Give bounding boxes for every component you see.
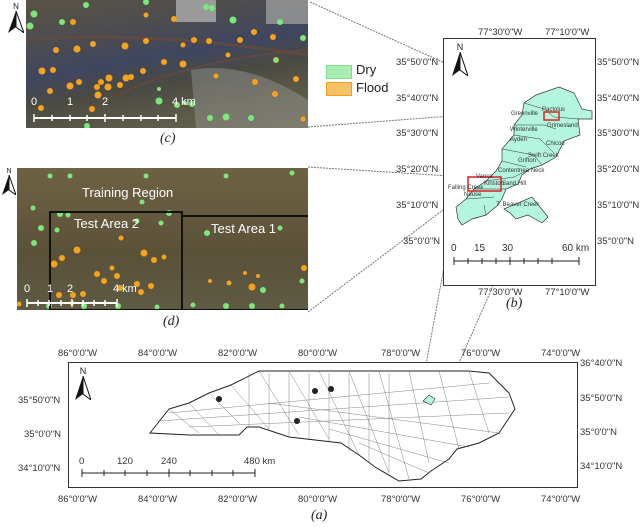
lat-tick-b-left: 35°10'0"N — [396, 200, 439, 211]
lat-tick-b-right: 35°10'0"N — [597, 200, 640, 211]
lat-tick-b-left: 35°30'0"N — [396, 128, 439, 139]
scale-label: 0 — [79, 456, 85, 467]
lon-tick-a-top: 84°0'0"W — [138, 348, 178, 359]
svg-text:Swift Creek: Swift Creek — [528, 153, 560, 159]
north-arrow-icon — [2, 175, 16, 195]
map-frame-a: N 0 120 240 480 km — [68, 362, 578, 488]
lat-tick-a-right: 35°0'0"N — [580, 427, 617, 438]
lat-tick-b-right: 35°50'0"N — [597, 57, 640, 68]
svg-text:Sand Hill: Sand Hill — [502, 181, 526, 187]
satellite-map-d: Training Region Test Area 2 Test Area 1 … — [17, 168, 308, 310]
svg-text:Falling Creek: Falling Creek — [448, 185, 484, 191]
legend-swatch-dry — [326, 65, 352, 79]
lat-tick-a-right: 34°10'0"N — [580, 461, 623, 472]
lon-tick-b-top: 77°30'0"W — [478, 27, 523, 38]
lat-tick-b-right: 35°20'0"N — [597, 164, 640, 175]
lon-tick-a-bottom: 74°0'0"W — [541, 494, 581, 505]
lon-tick-b-top: 77°10'0"W — [545, 27, 590, 38]
legend-label-flood: Flood — [356, 80, 389, 95]
lon-tick-a-top: 86°0'0"W — [58, 348, 98, 359]
north-arrow-icon — [8, 11, 24, 33]
lat-tick-a-right: 35°50'0"N — [580, 393, 623, 404]
svg-text:Grimesland: Grimesland — [547, 123, 578, 129]
svg-text:Neuse: Neuse — [464, 192, 482, 198]
north-label: N — [79, 366, 87, 376]
scale-label: 4 km — [113, 283, 137, 295]
satellite-map-c: 0 1 2 4 km — [26, 0, 308, 128]
training-region-label: Training Region — [82, 185, 174, 200]
lon-tick-a-bottom: 82°0'0"W — [218, 494, 258, 505]
scale-label: 4 km — [172, 96, 196, 108]
scale-label: 120 — [117, 456, 133, 467]
lat-tick-a-left: 35°0'0"N — [24, 429, 61, 440]
lat-tick-b-left: 35°50'0"N — [396, 57, 439, 68]
legend-swatch-flood — [326, 82, 352, 96]
lon-tick-a-bottom: 78°0'0"W — [381, 494, 421, 505]
svg-text:Greenville: Greenville — [511, 111, 539, 117]
lon-tick-a-top: 82°0'0"W — [218, 348, 258, 359]
svg-text:Winterville: Winterville — [510, 127, 538, 133]
test-area-2-label: Test Area 2 — [74, 216, 140, 231]
north-arrow-icon — [75, 376, 91, 400]
svg-text:Ayden: Ayden — [510, 137, 527, 143]
lat-tick-a-left: 35°50'0"N — [18, 395, 61, 406]
scale-label: 480 km — [244, 456, 276, 467]
svg-text:Pactolus: Pactolus — [542, 107, 565, 113]
lat-tick-a-left: 34°10'0"N — [18, 463, 61, 474]
caption-c: (c) — [160, 131, 176, 146]
scale-label: 0 — [451, 243, 457, 254]
north-arrow-c: N — [8, 2, 24, 33]
lon-tick-b-bottom: 77°30'0"W — [478, 287, 523, 298]
legend-label-dry: Dry — [356, 62, 377, 77]
scale-label: 2 — [67, 283, 74, 295]
svg-text:7. Beaver Creek: 7. Beaver Creek — [496, 202, 540, 208]
caption-b: (b) — [506, 296, 523, 311]
north-carolina-map — [81, 370, 516, 482]
svg-text:Grifton: Grifton — [518, 158, 536, 164]
north-arrow-icon — [452, 52, 468, 76]
scale-label: 1 — [47, 283, 54, 295]
north-label: N — [13, 2, 19, 11]
lon-tick-a-bottom: 86°0'0"W — [58, 494, 98, 505]
scale-label: 60 km — [562, 243, 590, 254]
test-area-1-label: Test Area 1 — [211, 221, 277, 236]
svg-text:Kinston: Kinston — [484, 181, 504, 187]
scale-label: 1 — [67, 96, 74, 108]
north-label: N — [6, 168, 12, 175]
points-d — [17, 170, 308, 310]
scale-label: 30 — [502, 243, 514, 254]
scale-label: 15 — [474, 243, 486, 254]
lat-tick-b-left: 35°0'0"N — [403, 236, 440, 247]
scale-label: 2 — [102, 96, 109, 108]
lon-tick-b-bottom: 77°10'0"W — [545, 287, 590, 298]
lon-tick-a-top: 80°0'0"W — [298, 348, 338, 359]
scale-label: 0 — [31, 96, 38, 108]
svg-text:Vance: Vance — [476, 174, 493, 180]
map-frame-b: Pactolus Greenville Grimesland Winterville… — [443, 38, 596, 286]
lon-tick-a-top: 78°0'0"W — [381, 348, 421, 359]
scale-label: 0 — [24, 283, 31, 295]
caption-a: (a) — [311, 508, 328, 523]
lon-tick-a-bottom: 76°0'0"W — [461, 494, 501, 505]
lat-tick-b-left: 35°20'0"N — [396, 164, 439, 175]
lon-tick-a-bottom: 80°0'0"W — [298, 494, 338, 505]
scale-label: 240 — [161, 456, 177, 467]
lat-tick-b-right: 35°30'0"N — [597, 128, 640, 139]
north-arrow-d: N — [2, 168, 16, 195]
lon-tick-a-top: 74°0'0"W — [541, 348, 581, 359]
lon-tick-a-top: 76°0'0"W — [461, 348, 501, 359]
lat-tick-b-left: 35°40'0"N — [396, 93, 439, 104]
svg-text:Contentnea Neck: Contentnea Neck — [498, 168, 545, 174]
caption-d: (d) — [163, 314, 180, 329]
flood-points-c — [26, 0, 308, 128]
lat-tick-a-right: 36°40'0"N — [580, 358, 623, 369]
lon-tick-a-bottom: 84°0'0"W — [138, 494, 178, 505]
lat-tick-b-right: 35°0'0"N — [597, 236, 634, 247]
svg-text:Chicod: Chicod — [546, 141, 565, 147]
north-label: N — [456, 42, 464, 52]
lat-tick-b-right: 35°40'0"N — [597, 93, 640, 104]
north-arrow-a: N — [75, 366, 91, 400]
north-arrow-b: N — [452, 42, 468, 76]
